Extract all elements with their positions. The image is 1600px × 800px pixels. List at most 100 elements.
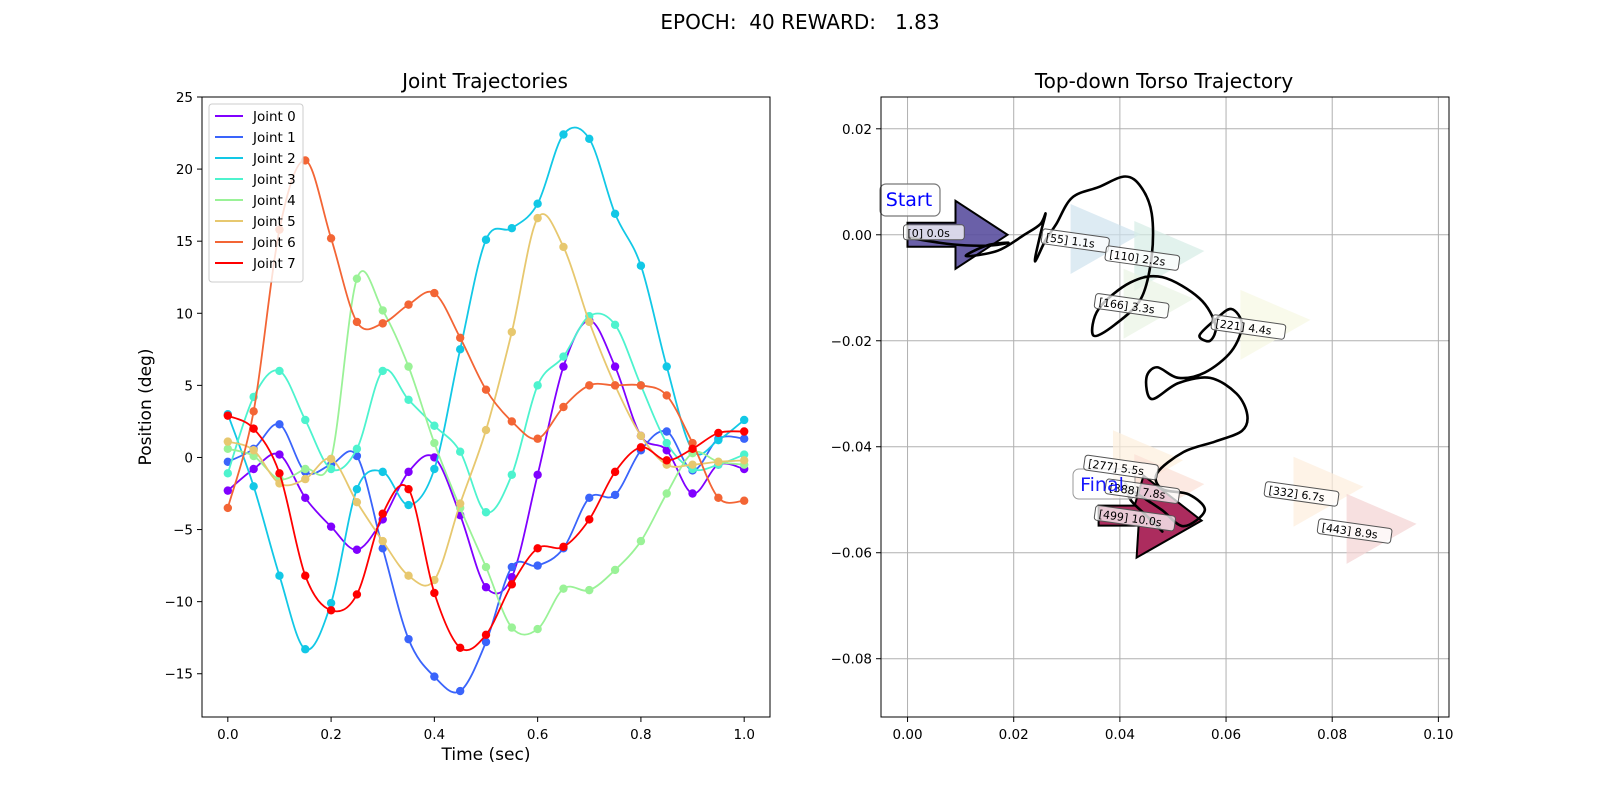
series-point-joint-4 (301, 464, 310, 474)
x-tick-label: 0.08 (1317, 727, 1347, 743)
y-tick-label: −0.02 (831, 334, 872, 350)
frame-label-box (903, 224, 965, 241)
series-point-joint-2 (507, 224, 517, 233)
series-point-joint-0 (249, 464, 258, 474)
legend-entry: Joint 7 (252, 256, 296, 272)
series-point-joint-2 (533, 199, 542, 208)
series-point-joint-3 (739, 450, 749, 459)
series-point-joint-7 (352, 590, 362, 599)
right-chart-title: Top-down Torso Trajectory (1034, 69, 1293, 93)
frame-label-box (1040, 228, 1110, 253)
series-point-joint-1 (739, 434, 749, 443)
x-tick-label: 0.04 (1105, 727, 1135, 743)
series-point-joint-3 (507, 470, 517, 479)
series-point-joint-5 (378, 536, 387, 546)
series-point-joint-4 (610, 565, 620, 575)
frame-label-box (1093, 505, 1176, 532)
series-point-joint-5 (585, 317, 594, 327)
series-point-joint-0 (688, 489, 697, 498)
legend-entry: Joint 4 (252, 193, 296, 209)
series-point-joint-0 (559, 362, 568, 371)
series-point-joint-5 (223, 437, 233, 446)
series-point-joint-1 (585, 493, 594, 503)
left-y-axis-label: Position (deg) (136, 349, 156, 466)
series-point-joint-1 (662, 427, 671, 436)
x-tick-label: 0.06 (1211, 727, 1241, 743)
series-point-joint-3 (275, 366, 284, 376)
series-point-joint-4 (507, 623, 517, 632)
series-point-joint-6 (326, 234, 336, 243)
series-point-joint-2 (739, 415, 749, 425)
series-point-joint-0 (326, 522, 336, 531)
series-point-joint-2 (404, 500, 413, 510)
x-tick-label: 0.0 (217, 727, 238, 743)
series-point-joint-7 (378, 509, 387, 518)
series-point-joint-6 (739, 496, 749, 505)
series-point-joint-4 (249, 451, 258, 461)
legend-entry: Joint 6 (252, 235, 296, 251)
y-tick-label: −0.08 (831, 652, 872, 668)
series-point-joint-5 (533, 213, 542, 223)
right-plot-frame (880, 96, 1450, 718)
frame-label: [0] 0.0s (908, 227, 951, 240)
legend-entry: Joint 1 (252, 130, 296, 146)
series-point-joint-7 (688, 444, 697, 454)
start-label-box (879, 183, 941, 217)
series-point-joint-6 (714, 493, 723, 503)
legend-entry: Joint 3 (252, 172, 296, 188)
series-point-joint-3 (481, 508, 491, 517)
series-point-joint-1 (481, 637, 491, 647)
series-point-joint-0 (352, 545, 362, 554)
legend: Joint 0 Joint 1 Joint 2 Joint 3 Joint 4 Joint… (208, 103, 304, 283)
series-point-joint-1 (533, 561, 542, 570)
series-point-joint-1 (507, 562, 517, 572)
series-point-joint-0 (610, 362, 620, 371)
y-tick-label: 25 (176, 90, 193, 106)
series-point-joint-2 (275, 571, 284, 580)
series-point-joint-7 (481, 630, 491, 640)
series-point-joint-3 (662, 438, 671, 448)
y-tick-label: −5 (173, 523, 193, 539)
frame-label-box (1104, 245, 1181, 271)
series-point-joint-1 (275, 420, 284, 429)
series-point-joint-6 (249, 407, 258, 416)
legend-entry: Joint 2 (252, 151, 296, 167)
y-tick-label: −0.04 (831, 440, 872, 456)
series-point-joint-4 (352, 274, 362, 283)
series-point-joint-3 (352, 444, 362, 454)
torso-trajectory-chart: Top-down Torso Trajectory [0] 0.0s [55] 1… (831, 69, 1454, 743)
series-point-joint-6 (430, 288, 439, 298)
left-x-axis-label: Time (sec) (441, 745, 531, 765)
series-point-joint-2 (326, 598, 336, 608)
series-point-joint-5 (352, 497, 362, 507)
frame-label-group: [0] 0.0s (903, 224, 965, 241)
series-point-joint-6 (507, 417, 517, 426)
series-point-joint-2 (301, 645, 310, 654)
series-point-joint-6 (533, 434, 542, 443)
series-point-joint-7 (739, 427, 749, 436)
series-point-joint-7 (404, 484, 413, 494)
series-point-joint-5 (636, 431, 646, 441)
series-point-joint-4 (378, 306, 387, 315)
frame-label-box (1104, 478, 1181, 504)
series-point-joint-4 (481, 562, 491, 572)
x-tick-label: 0.8 (630, 727, 651, 743)
y-tick-label: 15 (176, 234, 193, 250)
series-point-joint-5 (688, 460, 697, 469)
legend-entry: Joint 5 (252, 214, 296, 230)
series-point-joint-7 (249, 424, 258, 433)
x-tick-label: 0.4 (424, 727, 445, 743)
series-line-joint-6 (226, 159, 745, 509)
series-point-joint-3 (378, 366, 387, 376)
x-tick-label: 0.02 (999, 727, 1029, 743)
series-point-joint-6 (378, 319, 387, 328)
series-point-joint-5 (301, 474, 310, 484)
series-point-joint-3 (301, 415, 310, 425)
series-point-joint-0 (533, 470, 542, 479)
series-point-joint-7 (533, 544, 542, 553)
frame-label-group: [55] 1.1s (1040, 228, 1110, 253)
series-point-joint-5 (559, 242, 568, 252)
series-point-joint-3 (455, 447, 465, 456)
